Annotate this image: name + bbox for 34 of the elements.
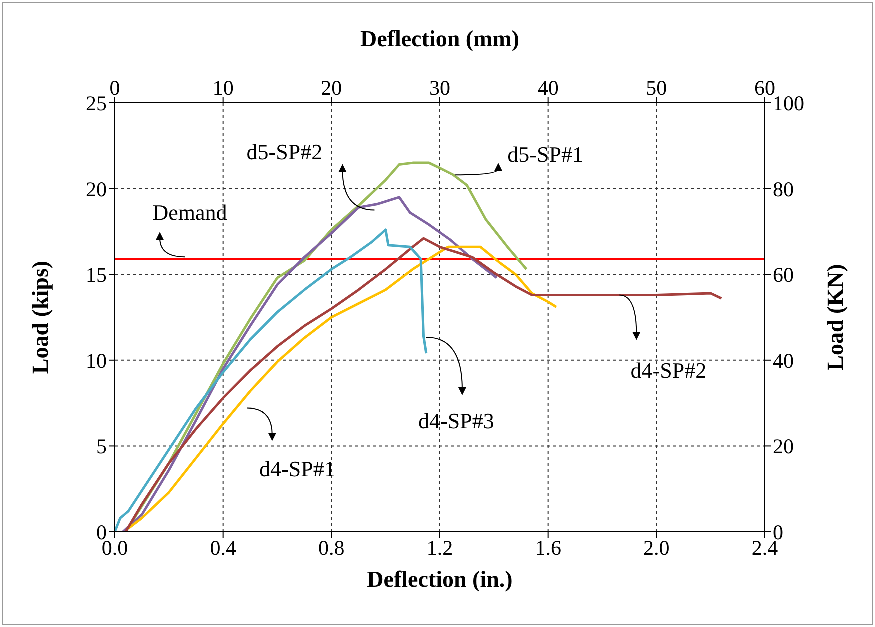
x-tick-label: 0.4 [210, 536, 237, 560]
x-tick-label: 1.6 [535, 536, 562, 560]
x2-tick-label: 60 [754, 76, 776, 100]
x-tick-label: 0.8 [318, 536, 345, 560]
text: d4-SP#1 [260, 456, 336, 482]
y-tick-label: 20 [86, 177, 107, 202]
y2-tick-label: 60 [773, 263, 794, 288]
ref-line-label: Demand [152, 200, 228, 226]
x2-tick-label: 40 [538, 76, 559, 100]
y-tick-label: 25 [86, 91, 107, 116]
y-axis-title: Load (kips) [28, 260, 54, 374]
y-tick-label: 15 [86, 263, 107, 288]
y-tick-label: 5 [96, 434, 107, 459]
y-tick-label: 10 [86, 348, 107, 373]
y2-tick-label: 40 [773, 348, 794, 373]
x2-tick-label: 50 [646, 76, 668, 100]
x-tick-label: 1.2 [426, 536, 454, 560]
line-series [122, 196, 498, 532]
y2-tick-label: 100 [773, 91, 804, 116]
y2-tick-label: 20 [773, 434, 794, 459]
text: d4-SP#2 [630, 358, 707, 384]
y2-axis-title: Load (KN) [823, 264, 848, 371]
x2-tick-label: 10 [212, 76, 234, 100]
text: d4-SP#3 [418, 408, 494, 434]
text: d5-SP#2 [246, 139, 323, 164]
line-series [124, 237, 723, 532]
text: d5-SP#1 [508, 142, 584, 168]
line-series [127, 246, 558, 530]
x-tick-label: 2.0 [644, 536, 670, 560]
x2-tick-label: 30 [430, 76, 450, 100]
x2-axis-title: Deflection (mm) [360, 26, 520, 52]
y2-tick-label: 80 [773, 177, 794, 202]
x-axis-title: Deflection (in.) [367, 567, 513, 592]
x2-tick-label: 20 [321, 76, 342, 100]
